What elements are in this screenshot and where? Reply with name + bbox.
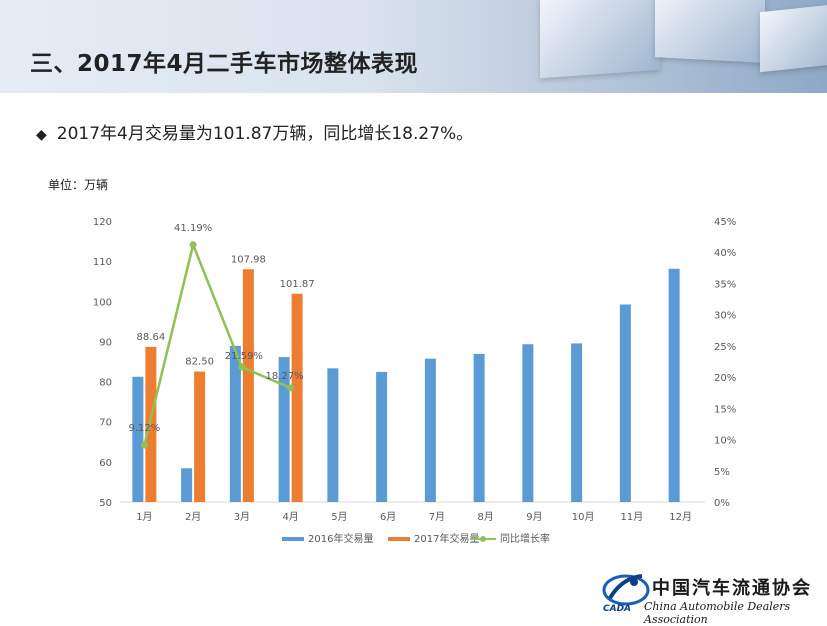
growth-rate-data-label: 9.12% bbox=[128, 423, 160, 434]
y-left-tick-label: 70 bbox=[99, 418, 112, 429]
bar-2017 bbox=[242, 269, 254, 502]
page-title: 三、2017年4月二手车市场整体表现 bbox=[30, 51, 419, 77]
bar-2016 bbox=[571, 343, 583, 502]
y-right-tick-label: 15% bbox=[714, 404, 736, 415]
y-right-tick-label: 10% bbox=[714, 436, 736, 447]
bullet-icon: ◆ bbox=[36, 127, 47, 143]
x-tick-label: 3月 bbox=[234, 511, 250, 523]
cada-emblem-icon bbox=[602, 574, 650, 606]
y-right-tick-label: 0% bbox=[714, 498, 730, 509]
bar-2017-data-label: 82.50 bbox=[185, 357, 214, 368]
y-right-tick-label: 30% bbox=[714, 311, 736, 322]
y-right-tick-label: 25% bbox=[714, 342, 736, 353]
y-left-tick-label: 90 bbox=[99, 337, 112, 348]
legend-label-2016: 2016年交易量 bbox=[308, 532, 373, 545]
x-tick-label: 11月 bbox=[621, 511, 644, 523]
bar-2016 bbox=[181, 468, 193, 502]
y-left-tick-label: 100 bbox=[93, 297, 112, 308]
legend-swatch-2017 bbox=[388, 537, 410, 541]
growth-rate-point bbox=[287, 384, 295, 392]
bar-2017 bbox=[145, 346, 157, 502]
growth-rate-point bbox=[238, 363, 246, 371]
x-tick-label: 6月 bbox=[380, 511, 396, 523]
legend-swatch-2016 bbox=[282, 537, 304, 541]
header-banner bbox=[0, 0, 827, 93]
legend-label-2017: 2017年交易量 bbox=[414, 532, 479, 545]
y-left-tick-label: 110 bbox=[93, 257, 112, 268]
bar-2016 bbox=[668, 268, 680, 502]
growth-rate-data-label: 21.59% bbox=[225, 351, 263, 362]
bar-2016 bbox=[278, 357, 290, 502]
legend-marker-growth bbox=[480, 536, 486, 542]
growth-rate-point bbox=[140, 441, 148, 449]
x-tick-label: 8月 bbox=[477, 511, 493, 523]
bar-2017 bbox=[194, 371, 206, 502]
x-tick-label: 12月 bbox=[669, 511, 692, 523]
y-right-tick-label: 20% bbox=[714, 373, 736, 384]
growth-rate-point bbox=[189, 241, 197, 249]
bar-2017-data-label: 101.87 bbox=[280, 279, 315, 290]
x-tick-label: 4月 bbox=[282, 511, 298, 523]
x-tick-label: 10月 bbox=[572, 511, 595, 523]
cada-logo bbox=[600, 568, 820, 618]
x-tick-label: 7月 bbox=[429, 511, 445, 523]
bar-2017-data-label: 107.98 bbox=[231, 254, 266, 265]
y-right-tick-label: 45% bbox=[714, 217, 736, 228]
y-left-tick-label: 80 bbox=[99, 378, 112, 389]
logo-abbr: CADA bbox=[603, 604, 632, 614]
y-left-tick-label: 120 bbox=[93, 217, 112, 228]
bar-2017 bbox=[291, 293, 303, 502]
bar-2016 bbox=[132, 376, 144, 502]
bar-2017-data-label: 88.64 bbox=[137, 332, 166, 343]
y-right-tick-label: 35% bbox=[714, 279, 736, 290]
logo-chinese-name: 中国汽车流通协会 bbox=[652, 578, 812, 599]
bar-2016 bbox=[376, 371, 388, 502]
bar-2016 bbox=[522, 344, 534, 502]
legend-label-growth: 同比增长率 bbox=[500, 532, 550, 545]
bar-2016 bbox=[473, 353, 485, 502]
x-tick-label: 1月 bbox=[136, 511, 152, 523]
y-right-tick-label: 40% bbox=[714, 248, 736, 259]
y-right-tick-label: 5% bbox=[714, 467, 730, 478]
growth-rate-line bbox=[143, 240, 292, 446]
x-tick-label: 2月 bbox=[185, 511, 201, 523]
summary-line: ◆ 2017年4月交易量为101.87万辆，同比增长18.27%。 bbox=[36, 119, 473, 144]
growth-rate-data-label: 41.19% bbox=[174, 223, 212, 234]
unit-label: 单位：万辆 bbox=[48, 178, 109, 192]
x-tick-label: 5月 bbox=[331, 511, 347, 523]
bar-2016 bbox=[619, 304, 631, 502]
y-left-tick-label: 50 bbox=[99, 498, 112, 509]
x-tick-label: 9月 bbox=[526, 511, 542, 523]
y-left-tick-label: 60 bbox=[99, 458, 112, 469]
bar-2016 bbox=[424, 358, 436, 502]
logo-english-name: China Automobile Dealers Association bbox=[644, 600, 791, 626]
bar-2016 bbox=[229, 345, 241, 502]
summary-text: 2017年4月交易量为101.87万辆，同比增长18.27%。 bbox=[56, 124, 474, 144]
growth-rate-data-label: 18.27% bbox=[266, 371, 304, 382]
bar-2016 bbox=[327, 368, 339, 502]
